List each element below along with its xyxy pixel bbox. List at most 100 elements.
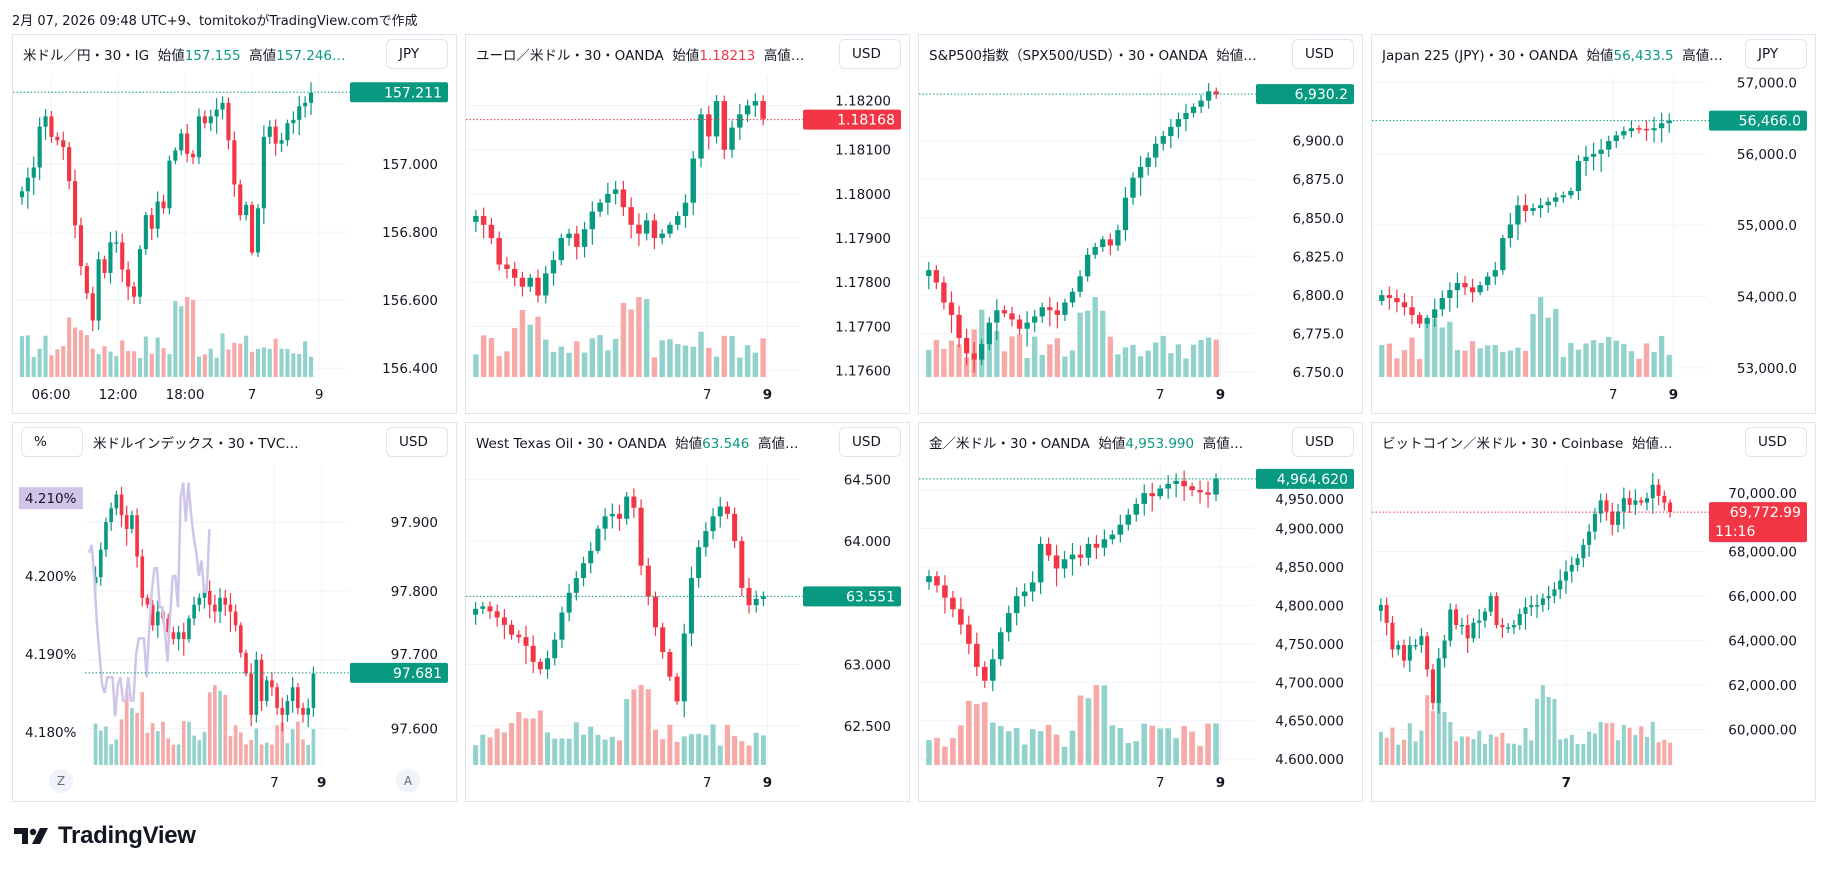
last-price-label: 69,772.99 bbox=[1730, 505, 1801, 521]
chart-panel-btcusd[interactable]: 70,000.00 68,000.00 66,000.00 64,000.00 62,0… bbox=[1371, 422, 1816, 802]
currency-button[interactable]: USD bbox=[839, 39, 901, 69]
chart-panel-wti[interactable]: 64.500 64.000 63.000 62.500 7 9 63.551 West Tex… bbox=[465, 422, 910, 802]
symbol-legend[interactable]: ユーロ／米ドル・30・OANDA 始値1.18213 高値… bbox=[476, 44, 804, 64]
candle-body bbox=[202, 116, 207, 124]
y-tick-label: 60,000.00 bbox=[1728, 723, 1797, 739]
candle-body bbox=[273, 126, 278, 144]
currency-button[interactable]: USD bbox=[839, 427, 901, 457]
currency-button[interactable]: USD bbox=[386, 427, 448, 457]
volume-bar bbox=[1530, 313, 1536, 377]
chart-panel-usdjpy[interactable]: 157.000 156.800 156.600 156.400 06:00 12:00 18… bbox=[12, 34, 457, 414]
volume-bar bbox=[636, 297, 642, 377]
candle-body bbox=[1523, 607, 1528, 614]
volume-bar bbox=[974, 704, 980, 765]
candle-body bbox=[674, 676, 680, 702]
candle-body bbox=[1016, 319, 1023, 329]
currency-button[interactable]: JPY bbox=[1745, 39, 1807, 69]
candle-body bbox=[1045, 543, 1052, 556]
candle-body bbox=[511, 268, 518, 278]
symbol-legend[interactable]: 米ドル／円・30・IG 始値157.155 高値157.246… bbox=[23, 44, 345, 64]
chart-canvas[interactable]: 57,000.0 56,000.0 55,000.0 54,000.0 53,000.0… bbox=[1372, 35, 1815, 413]
x-tick-label: 7 bbox=[1156, 775, 1165, 791]
volume-bar bbox=[296, 721, 300, 765]
candle-body bbox=[244, 204, 249, 216]
candle-body bbox=[473, 215, 479, 222]
currency-button[interactable]: USD bbox=[1745, 427, 1807, 457]
chart-canvas[interactable]: 64.500 64.000 63.000 62.500 7 9 63.551 bbox=[466, 423, 909, 801]
symbol-title: Japan 225 (JPY)・30・OANDA bbox=[1382, 48, 1578, 64]
volume-bar bbox=[25, 335, 30, 377]
candle-body bbox=[1507, 224, 1514, 239]
volume-bar bbox=[261, 347, 266, 377]
candle-body bbox=[176, 632, 181, 640]
chart-canvas[interactable]: 6,900.0 6,875.0 6,850.0 6,825.0 6,800.0 6,775… bbox=[919, 35, 1362, 413]
y-tick-label: 156.400 bbox=[382, 361, 438, 377]
percent-scale-button[interactable]: % bbox=[21, 427, 83, 457]
symbol-legend[interactable]: Japan 225 (JPY)・30・OANDA 始値56,433.5 高値… bbox=[1382, 44, 1723, 64]
tradingview-logo[interactable]: TradingView bbox=[14, 822, 196, 850]
chart-panel-gold[interactable]: 4,950.000 4,900.000 4,850.000 4,800.000 4,75… bbox=[918, 422, 1363, 802]
last-price-tag bbox=[350, 82, 448, 103]
volume-bar bbox=[143, 336, 148, 377]
volume-bar bbox=[1581, 744, 1586, 765]
volume-bar bbox=[1032, 336, 1038, 377]
open-value: 4,953.990 bbox=[1125, 436, 1195, 452]
candle-body bbox=[1390, 622, 1395, 650]
chart-panel-japan225[interactable]: 57,000.0 56,000.0 55,000.0 54,000.0 53,000.0… bbox=[1371, 34, 1816, 414]
chart-canvas[interactable]: 1.18200 1.18100 1.18000 1.17900 1.17800 1.177… bbox=[466, 35, 909, 413]
candle-body bbox=[638, 507, 644, 566]
symbol-legend[interactable]: 米ドルインデックス・30・TVC… bbox=[93, 432, 299, 452]
x-tick-label: 9 bbox=[1669, 387, 1678, 403]
volume-bar bbox=[1384, 737, 1389, 765]
volume-bar bbox=[1425, 695, 1430, 765]
volume-bar bbox=[1643, 343, 1650, 377]
symbol-legend[interactable]: ビットコイン／米ドル・30・Coinbase 始値… bbox=[1382, 432, 1672, 452]
volume-bar bbox=[717, 745, 723, 765]
candle-body bbox=[681, 633, 687, 702]
candle-body bbox=[1181, 480, 1187, 487]
volume-bar bbox=[114, 739, 119, 765]
chart-canvas[interactable]: 97.900 97.800 97.700 97.600 7 9 4.200% 4.190% 4.… bbox=[13, 423, 456, 801]
candle-body bbox=[218, 597, 222, 612]
zoom-reset-button[interactable]: Z bbox=[49, 769, 73, 793]
candle-body bbox=[1115, 230, 1121, 246]
chart-canvas[interactable]: 157.000 156.800 156.600 156.400 06:00 12:00 18… bbox=[13, 35, 456, 413]
candle-body bbox=[1386, 295, 1392, 298]
candle-body bbox=[308, 92, 314, 103]
candle-body bbox=[523, 637, 529, 646]
candle-body bbox=[285, 123, 290, 141]
volume-bar bbox=[1198, 339, 1204, 377]
candle-body bbox=[660, 627, 666, 652]
chart-panel-dxy[interactable]: 97.900 97.800 97.700 97.600 7 9 4.200% 4.190% 4.… bbox=[12, 422, 457, 802]
candle-body bbox=[1093, 543, 1100, 548]
currency-button[interactable]: USD bbox=[1292, 39, 1354, 69]
chart-panel-spx500[interactable]: 6,900.0 6,875.0 6,850.0 6,825.0 6,800.0 6,775… bbox=[918, 34, 1363, 414]
chart-canvas[interactable]: 4,950.000 4,900.000 4,850.000 4,800.000 4,75… bbox=[919, 423, 1362, 801]
candle-body bbox=[150, 604, 155, 626]
candle-body bbox=[275, 687, 279, 708]
symbol-legend[interactable]: 金／米ドル・30・OANDA 始値4,953.990 高値… bbox=[929, 432, 1243, 452]
volume-bar bbox=[208, 348, 213, 377]
symbol-legend[interactable]: West Texas Oil・30・OANDA 始値63.546 高値… bbox=[476, 432, 798, 452]
candle-body bbox=[1149, 493, 1156, 497]
candle-body bbox=[1084, 254, 1091, 277]
currency-button[interactable]: JPY bbox=[386, 39, 448, 69]
high-value: … bbox=[790, 48, 805, 64]
volume-bar bbox=[652, 729, 658, 765]
volume-bar bbox=[67, 317, 72, 377]
volume-bar bbox=[558, 346, 564, 377]
candle-body bbox=[238, 184, 243, 216]
volume-bar bbox=[135, 712, 139, 765]
last-price-tag bbox=[803, 109, 901, 130]
auto-scale-button[interactable]: A bbox=[396, 769, 420, 793]
candle-body bbox=[1448, 609, 1453, 641]
volume-bar bbox=[480, 734, 486, 765]
chart-canvas[interactable]: 70,000.00 68,000.00 66,000.00 64,000.00 62,0… bbox=[1372, 423, 1815, 801]
candle-body bbox=[232, 140, 237, 185]
currency-button[interactable]: USD bbox=[1292, 427, 1354, 457]
symbol-legend[interactable]: S&P500指数（SPX500/USD）・30・OANDA 始値… bbox=[929, 44, 1257, 64]
candle-body bbox=[1563, 571, 1569, 581]
chart-panel-eurusd[interactable]: 1.18200 1.18100 1.18000 1.17900 1.17800 1.177… bbox=[465, 34, 910, 414]
candle-body bbox=[1592, 513, 1597, 532]
volume-bar bbox=[1084, 310, 1091, 377]
